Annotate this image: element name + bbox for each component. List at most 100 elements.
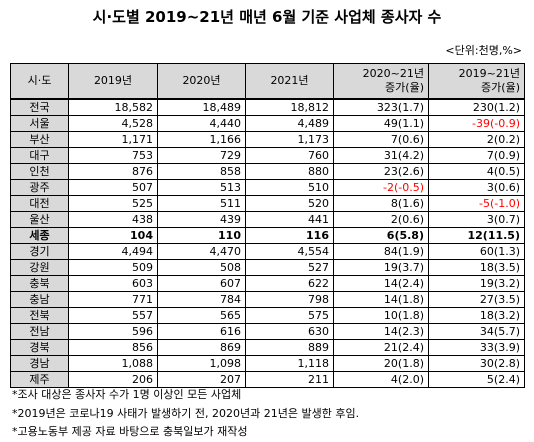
value-cell: 18(3.2) [428, 307, 525, 324]
value-cell: 84(1.9) [333, 243, 429, 260]
region-cell: 울산 [10, 211, 69, 228]
value-cell: 616 [157, 323, 246, 340]
table-row: 인천 876 858 880 23(2.6) 4(0.5) [10, 163, 525, 180]
value-cell: 509 [68, 259, 158, 276]
table-row: 전남 596 616 630 14(2.3) 34(5.7) [10, 323, 525, 340]
header-row: 시·도 2019년 2020년 2021년 2020~21년 증가(율) 2019~21년 증… [10, 63, 525, 100]
value-cell: 6(5.8) [333, 227, 429, 244]
value-cell: 607 [157, 275, 246, 292]
table-row: 전북 557 565 575 10(1.8) 18(3.2) [10, 307, 525, 324]
value-cell: 14(2.3) [333, 323, 429, 340]
title: 시·도별 2019~21년 매년 6월 기준 사업체 종사자 수 [92, 8, 442, 26]
value-cell: 798 [245, 291, 334, 308]
value-cell: 104 [68, 227, 158, 244]
value-cell: -5(-1.0) [428, 195, 525, 212]
value-cell: 14(2.4) [333, 275, 429, 292]
value-cell: 4,554 [245, 243, 334, 260]
value-cell: 510 [245, 179, 334, 196]
value-cell: 7(0.6) [333, 131, 429, 148]
value-cell: 116 [245, 227, 334, 244]
value-cell: 856 [68, 339, 158, 356]
column-header: 2021년 [245, 63, 334, 100]
column-header: 2020~21년 증가(율) [333, 63, 429, 100]
value-cell: 18,489 [157, 98, 246, 116]
value-cell: 12(11.5) [428, 227, 525, 244]
region-cell: 충남 [10, 291, 69, 308]
header-line: 시·도 [27, 74, 52, 87]
value-cell: 211 [245, 371, 334, 388]
value-cell: 596 [68, 323, 158, 340]
value-cell: 513 [157, 179, 246, 196]
value-cell: 438 [68, 211, 158, 228]
region-cell: 전국 [10, 98, 69, 116]
table-row: 제주 206 207 211 4(2.0) 5(2.4) [10, 371, 525, 388]
value-cell: 4,489 [245, 115, 334, 132]
value-cell: 525 [68, 195, 158, 212]
value-cell: 4,528 [68, 115, 158, 132]
value-cell: 889 [245, 339, 334, 356]
region-cell: 광주 [10, 179, 69, 196]
header-line: 증가(율) [385, 81, 424, 94]
value-cell: 60(1.3) [428, 243, 525, 260]
table-row: 경북 856 869 889 21(2.4) 33(3.9) [10, 339, 525, 356]
value-cell: 4,440 [157, 115, 246, 132]
column-header: 2019년 [68, 63, 158, 100]
region-cell: 전북 [10, 307, 69, 324]
value-cell: 753 [68, 147, 158, 164]
table-row: 경남 1,088 1,098 1,118 20(1.8) 30(2.8) [10, 355, 525, 372]
value-cell: 30(2.8) [428, 355, 525, 372]
header-line: 2020년 [182, 74, 221, 87]
region-cell: 경남 [10, 355, 69, 372]
table-row: 세종 104 110 116 6(5.8) 12(11.5) [10, 227, 525, 244]
value-cell: 21(2.4) [333, 339, 429, 356]
value-cell: 565 [157, 307, 246, 324]
table-row: 충북 603 607 622 14(2.4) 19(3.2) [10, 275, 525, 292]
value-cell: 1,088 [68, 355, 158, 372]
note: *조사 대상은 종사자 수가 1명 이상인 모든 사업체 [12, 388, 242, 401]
table-row: 대전 525 511 520 8(1.6) -5(-1.0) [10, 195, 525, 212]
unit: <단위:천명,%> [445, 44, 522, 57]
value-cell: 2(0.6) [333, 211, 429, 228]
region-cell: 제주 [10, 371, 69, 388]
header-line: 2019년 [93, 74, 133, 87]
header-line: 2019~21년 [458, 67, 520, 80]
value-cell: -2(-0.5) [333, 179, 429, 196]
table-row: 광주 507 513 510 -2(-0.5) 3(0.6) [10, 179, 525, 196]
value-cell: 1,166 [157, 131, 246, 148]
note: *고용노동부 제공 자료 바탕으로 충북일보가 재작성 [12, 425, 248, 438]
value-cell: 557 [68, 307, 158, 324]
region-cell: 서울 [10, 115, 69, 132]
region-cell: 세종 [10, 227, 69, 244]
value-cell: 603 [68, 275, 158, 292]
value-cell: 18,812 [245, 98, 334, 116]
column-header: 2020년 [157, 63, 246, 100]
value-cell: 1,173 [245, 131, 334, 148]
value-cell: 27(3.5) [428, 291, 525, 308]
value-cell: 876 [68, 163, 158, 180]
value-cell: 508 [157, 259, 246, 276]
value-cell: 10(1.8) [333, 307, 429, 324]
region-cell: 부산 [10, 131, 69, 148]
value-cell: 3(0.6) [428, 179, 525, 196]
value-cell: 760 [245, 147, 334, 164]
table-row: 충남 771 784 798 14(1.8) 27(3.5) [10, 291, 525, 308]
value-cell: 14(1.8) [333, 291, 429, 308]
value-cell: 110 [157, 227, 246, 244]
region-cell: 인천 [10, 163, 69, 180]
column-header: 시·도 [10, 63, 69, 100]
value-cell: 23(2.6) [333, 163, 429, 180]
column-header: 2019~21년 증가(율) [428, 63, 525, 100]
value-cell: 206 [68, 371, 158, 388]
region-cell: 대구 [10, 147, 69, 164]
table: 시·도 2019년 2020년 2021년 2020~21년 증가(율) 2019~21년 증… [10, 63, 525, 388]
value-cell: 1,118 [245, 355, 334, 372]
value-cell: 784 [157, 291, 246, 308]
value-cell: 33(3.9) [428, 339, 525, 356]
note: *2019년은 코로나19 사태가 발생하기 전, 2020년과 21년은 발생… [12, 406, 360, 420]
value-cell: 869 [157, 339, 246, 356]
notes: *조사 대상은 종사자 수가 1명 이상인 모든 사업체 *2019년은 코로나1… [12, 386, 359, 442]
value-cell: 49(1.1) [333, 115, 429, 132]
header-line: 2020~21년 [362, 67, 424, 80]
value-cell: 511 [157, 195, 246, 212]
value-cell: 630 [245, 323, 334, 340]
